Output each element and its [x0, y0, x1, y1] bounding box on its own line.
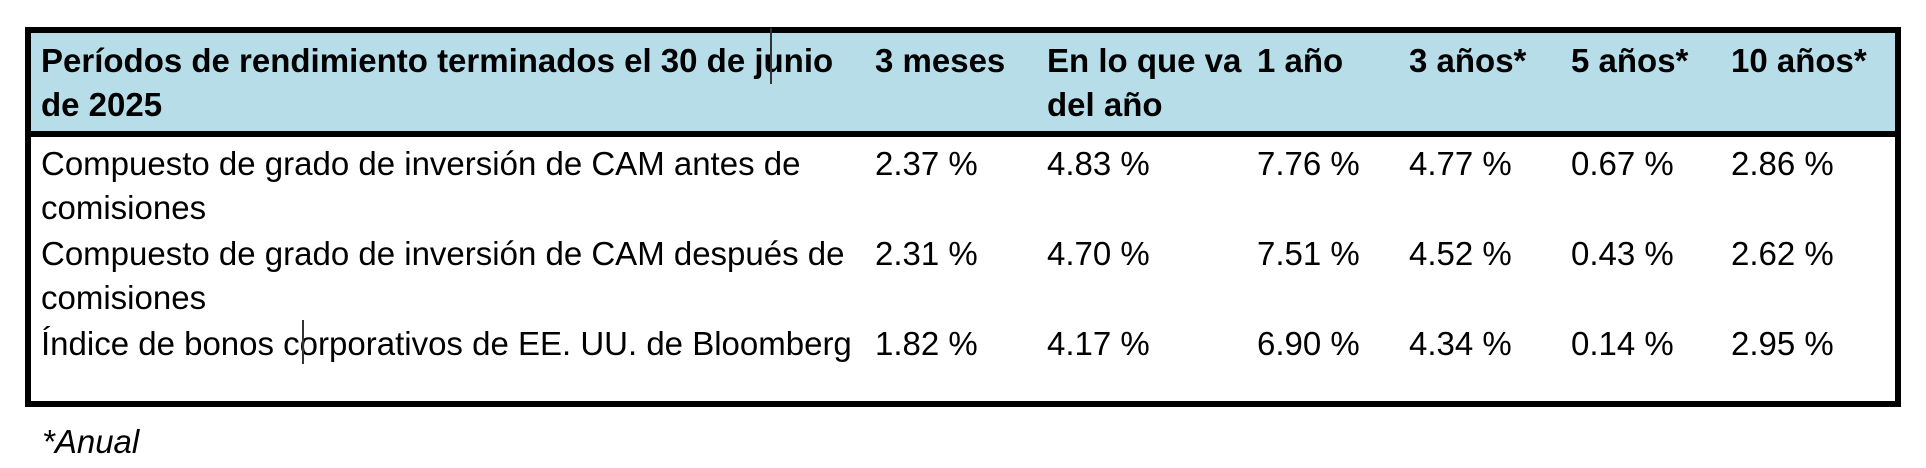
value-10-years: 2.86 % — [1731, 145, 1834, 182]
header-1-year: 1 año — [1257, 42, 1344, 79]
value-3-months: 1.82 % — [875, 325, 978, 362]
table-row: Compuesto de grado de inversión de CAM a… — [31, 137, 1895, 227]
value-5-years: 0.14 % — [1571, 325, 1674, 362]
header-3-years: 3 años* — [1409, 42, 1527, 79]
value-ytd: 4.17 % — [1047, 325, 1150, 362]
header-period: Períodos de rendimiento terminados el 30… — [41, 42, 834, 123]
value-10-years: 2.62 % — [1731, 235, 1834, 272]
text-cursor-mark — [302, 320, 304, 364]
header-10-years: 10 años* — [1731, 42, 1867, 79]
value-1-year: 6.90 % — [1257, 325, 1360, 362]
value-3-months: 2.37 % — [875, 145, 978, 182]
header-background — [31, 33, 1895, 137]
header-ytd: En lo que va del año — [1047, 42, 1242, 123]
header-3-months: 3 meses — [875, 42, 1006, 79]
table-row: Índice de bonos corporativos de EE. UU. … — [31, 317, 1895, 401]
value-3-years: 4.77 % — [1409, 145, 1512, 182]
row-label: Índice de bonos corporativos de EE. UU. … — [41, 325, 852, 362]
value-5-years: 0.43 % — [1571, 235, 1674, 272]
value-1-year: 7.76 % — [1257, 145, 1360, 182]
row-label: Compuesto de grado de inversión de CAM a… — [41, 145, 801, 226]
value-3-years: 4.52 % — [1409, 235, 1512, 272]
row-label: Compuesto de grado de inversión de CAM d… — [41, 235, 845, 316]
value-5-years: 0.67 % — [1571, 145, 1674, 182]
value-ytd: 4.70 % — [1047, 235, 1150, 272]
value-3-months: 2.31 % — [875, 235, 978, 272]
performance-table: Períodos de rendimiento terminados el 30… — [25, 27, 1901, 407]
value-3-years: 4.34 % — [1409, 325, 1512, 362]
table-header-row: Períodos de rendimiento terminados el 30… — [31, 33, 1895, 131]
header-5-years: 5 años* — [1571, 42, 1689, 79]
table-row: Compuesto de grado de inversión de CAM d… — [31, 227, 1895, 317]
value-10-years: 2.95 % — [1731, 325, 1834, 362]
value-ytd: 4.83 % — [1047, 145, 1150, 182]
text-cursor-mark — [770, 28, 772, 84]
value-1-year: 7.51 % — [1257, 235, 1360, 272]
footnote: *Anual — [42, 423, 140, 460]
